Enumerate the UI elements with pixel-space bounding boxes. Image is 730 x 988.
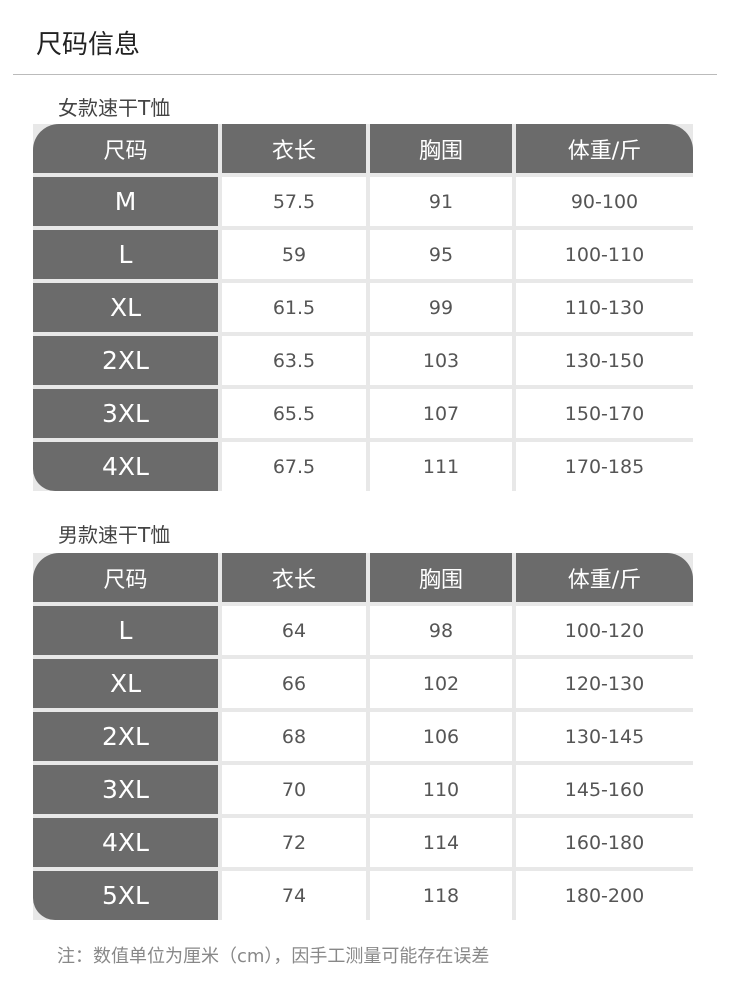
women-size-table: 尺码 衣长 胸围 体重/斤 M 57.5 91 90-100 L 59 95 100-110 XL 61.… xyxy=(33,124,693,491)
value-cell: 63.5 xyxy=(222,336,366,385)
size-cell: 2XL xyxy=(33,712,218,761)
size-cell: XL xyxy=(33,283,218,332)
size-cell: 5XL xyxy=(33,871,218,920)
value-cell: 114 xyxy=(370,818,512,867)
table-row: L 64 98 100-120 xyxy=(33,606,693,655)
value-cell: 150-170 xyxy=(516,389,693,438)
value-cell: 61.5 xyxy=(222,283,366,332)
value-cell: 180-200 xyxy=(516,871,693,920)
value-cell: 145-160 xyxy=(516,765,693,814)
table-row: 2XL 63.5 103 130-150 xyxy=(33,336,693,385)
men-table-label: 男款速干T恤 xyxy=(58,523,171,547)
column-header: 胸围 xyxy=(370,124,512,173)
table-row: 4XL 67.5 111 170-185 xyxy=(33,442,693,491)
column-header: 尺码 xyxy=(33,553,218,602)
value-cell: 64 xyxy=(222,606,366,655)
value-cell: 99 xyxy=(370,283,512,332)
value-cell: 72 xyxy=(222,818,366,867)
value-cell: 91 xyxy=(370,177,512,226)
table-row: 3XL 65.5 107 150-170 xyxy=(33,389,693,438)
header-row: 尺码 衣长 胸围 体重/斤 xyxy=(33,124,693,173)
value-cell: 118 xyxy=(370,871,512,920)
column-header: 体重/斤 xyxy=(516,553,693,602)
size-cell: 2XL xyxy=(33,336,218,385)
value-cell: 102 xyxy=(370,659,512,708)
men-size-table: 尺码 衣长 胸围 体重/斤 L 64 98 100-120 XL 66 102 120-130 2XL 6… xyxy=(33,553,693,920)
value-cell: 100-120 xyxy=(516,606,693,655)
table-row: M 57.5 91 90-100 xyxy=(33,177,693,226)
table-row: 4XL 72 114 160-180 xyxy=(33,818,693,867)
value-cell: 170-185 xyxy=(516,442,693,491)
table-row: 5XL 74 118 180-200 xyxy=(33,871,693,920)
value-cell: 130-145 xyxy=(516,712,693,761)
table-row: XL 61.5 99 110-130 xyxy=(33,283,693,332)
value-cell: 65.5 xyxy=(222,389,366,438)
page-title: 尺码信息 xyxy=(36,30,141,60)
value-cell: 66 xyxy=(222,659,366,708)
size-cell: L xyxy=(33,230,218,279)
size-cell: M xyxy=(33,177,218,226)
table-row: L 59 95 100-110 xyxy=(33,230,693,279)
footnote: 注：数值单位为厘米（cm），因手工测量可能存在误差 xyxy=(57,946,490,967)
value-cell: 98 xyxy=(370,606,512,655)
value-cell: 74 xyxy=(222,871,366,920)
table-row: XL 66 102 120-130 xyxy=(33,659,693,708)
column-header: 胸围 xyxy=(370,553,512,602)
value-cell: 68 xyxy=(222,712,366,761)
value-cell: 106 xyxy=(370,712,512,761)
value-cell: 57.5 xyxy=(222,177,366,226)
size-cell: 4XL xyxy=(33,442,218,491)
divider xyxy=(13,74,717,75)
value-cell: 120-130 xyxy=(516,659,693,708)
value-cell: 110-130 xyxy=(516,283,693,332)
value-cell: 110 xyxy=(370,765,512,814)
table-row: 2XL 68 106 130-145 xyxy=(33,712,693,761)
size-cell: 3XL xyxy=(33,389,218,438)
value-cell: 111 xyxy=(370,442,512,491)
size-cell: 3XL xyxy=(33,765,218,814)
column-header: 体重/斤 xyxy=(516,124,693,173)
table-row: 3XL 70 110 145-160 xyxy=(33,765,693,814)
header-row: 尺码 衣长 胸围 体重/斤 xyxy=(33,553,693,602)
size-cell: L xyxy=(33,606,218,655)
value-cell: 90-100 xyxy=(516,177,693,226)
column-header: 衣长 xyxy=(222,124,366,173)
size-cell: 4XL xyxy=(33,818,218,867)
value-cell: 95 xyxy=(370,230,512,279)
column-header: 尺码 xyxy=(33,124,218,173)
value-cell: 160-180 xyxy=(516,818,693,867)
women-table-label: 女款速干T恤 xyxy=(58,96,171,120)
value-cell: 59 xyxy=(222,230,366,279)
value-cell: 67.5 xyxy=(222,442,366,491)
value-cell: 103 xyxy=(370,336,512,385)
value-cell: 100-110 xyxy=(516,230,693,279)
value-cell: 130-150 xyxy=(516,336,693,385)
value-cell: 107 xyxy=(370,389,512,438)
value-cell: 70 xyxy=(222,765,366,814)
size-cell: XL xyxy=(33,659,218,708)
column-header: 衣长 xyxy=(222,553,366,602)
